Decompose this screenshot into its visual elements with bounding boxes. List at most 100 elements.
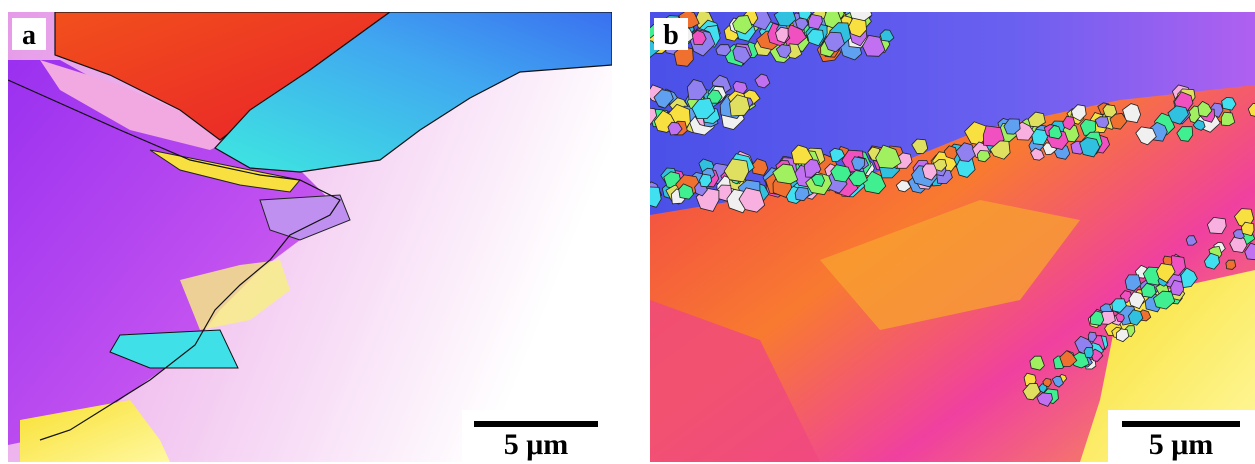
grain <box>754 73 771 89</box>
grain <box>798 12 812 21</box>
panel-b-map <box>650 12 1255 462</box>
grain-yellow <box>149 149 301 193</box>
grain <box>851 156 866 171</box>
grain <box>875 144 902 169</box>
grain-boundary <box>8 79 341 441</box>
grain <box>976 150 991 163</box>
grain <box>1022 383 1041 401</box>
grain <box>1030 147 1045 161</box>
grain <box>795 17 809 31</box>
panel-label: a <box>22 20 36 51</box>
grain <box>691 97 716 119</box>
grain <box>1051 375 1064 388</box>
grain <box>738 187 766 213</box>
grain <box>1079 137 1101 158</box>
grain <box>1083 347 1094 359</box>
grain <box>1115 312 1125 323</box>
grain <box>1027 111 1046 128</box>
grain <box>732 45 751 65</box>
grain <box>1180 267 1198 288</box>
grain <box>847 170 868 187</box>
grain <box>1048 125 1063 140</box>
label-box <box>12 18 46 50</box>
grain-violet <box>259 194 351 241</box>
grain <box>667 121 683 136</box>
grain <box>1029 355 1045 371</box>
grain <box>1229 233 1248 253</box>
grain <box>775 26 789 44</box>
grain <box>1221 96 1237 111</box>
grain <box>1036 392 1053 407</box>
grain <box>1197 100 1213 118</box>
grain <box>879 29 895 42</box>
grain <box>1094 116 1110 129</box>
grain <box>1240 221 1255 237</box>
grain <box>723 158 750 183</box>
grain <box>1070 104 1087 122</box>
grain <box>678 183 694 200</box>
grain <box>1122 103 1142 123</box>
scale-bar-box <box>462 410 612 462</box>
grain <box>1225 259 1237 270</box>
grain <box>823 31 845 53</box>
scale-bar-box <box>1108 410 1255 462</box>
grain <box>911 138 929 154</box>
grain <box>1062 115 1076 131</box>
label-box <box>654 18 688 50</box>
grain <box>650 186 662 208</box>
grain <box>653 89 674 109</box>
grain <box>715 44 732 57</box>
grain <box>1059 350 1078 367</box>
grain <box>895 180 912 193</box>
scale-bar-label: 5 μm <box>1149 428 1214 461</box>
grain <box>1156 263 1176 284</box>
grain-cyan <box>214 12 612 173</box>
grain <box>1127 309 1144 326</box>
grain <box>732 15 753 35</box>
grain <box>955 142 976 162</box>
grain <box>807 28 825 47</box>
grain <box>673 45 694 67</box>
grain <box>773 12 797 27</box>
grain <box>1116 328 1130 343</box>
grain <box>862 34 886 57</box>
grain <box>810 173 825 187</box>
grain <box>1111 298 1127 313</box>
grain <box>1203 252 1220 270</box>
grain <box>943 145 958 160</box>
grain <box>1244 242 1255 261</box>
grain-pink <box>650 300 820 462</box>
grain <box>933 158 948 172</box>
grain <box>1176 126 1194 142</box>
panel-a-map <box>8 12 612 462</box>
grain <box>1089 310 1105 326</box>
grain <box>1003 118 1021 135</box>
grain <box>1185 235 1198 246</box>
grain <box>1042 377 1052 388</box>
grain <box>691 29 707 46</box>
grain <box>794 186 810 202</box>
grain <box>729 94 751 117</box>
grain <box>1140 282 1157 298</box>
grain-orange <box>820 200 1080 330</box>
grain <box>1206 216 1227 235</box>
grain <box>1192 119 1206 131</box>
grain <box>1167 105 1189 125</box>
panel-label: b <box>663 20 679 51</box>
grain <box>699 173 713 188</box>
grain <box>1220 111 1236 127</box>
grain-yellow-light <box>180 260 290 330</box>
grain-pink <box>40 60 230 150</box>
grain <box>830 164 852 183</box>
grain <box>1135 126 1157 146</box>
grain <box>1128 291 1146 310</box>
grain-yellow-bottom <box>20 400 170 462</box>
grain <box>829 147 846 162</box>
grain <box>775 44 792 59</box>
grain <box>706 89 723 104</box>
grain <box>1124 274 1142 292</box>
grain <box>1087 331 1097 342</box>
grain <box>772 163 799 185</box>
